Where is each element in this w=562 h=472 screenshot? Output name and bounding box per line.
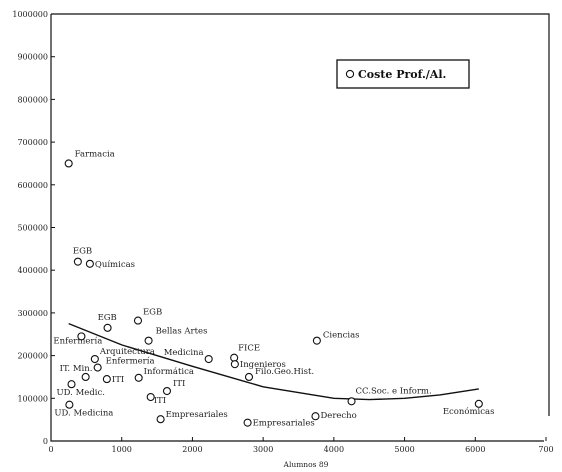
point-label: Enfermería: [53, 335, 102, 346]
y-tick-label: 1000000: [12, 10, 48, 19]
point-label: Bellas Artes: [156, 327, 208, 337]
data-point: [243, 418, 252, 427]
y-tick-label: 900000: [17, 53, 48, 62]
x-tick-label: 6000: [465, 445, 485, 454]
point-label: Derecho: [320, 411, 356, 421]
data-point: [156, 415, 165, 424]
x-tick-label: 3000: [253, 445, 273, 454]
x-tick-label: 0: [48, 445, 53, 454]
point-label: Empresariales: [253, 419, 315, 429]
trend-layer: [68, 322, 479, 401]
point-label: CC.Soc. e Inform.: [356, 386, 432, 396]
data-point: [144, 336, 153, 345]
data-point: [474, 399, 483, 408]
data-point: [73, 257, 82, 266]
point-label: UD. Medic.: [57, 388, 105, 398]
point-label: Ciencias: [323, 331, 360, 341]
point-label: ITI: [154, 396, 166, 406]
point-label: Enfermería: [106, 356, 155, 367]
point-label: ITI: [173, 379, 185, 389]
point-label: Informática: [144, 366, 194, 377]
x-tick-label: 5000: [394, 445, 414, 454]
x-tick-label: 1000: [112, 445, 132, 454]
point-label: Económicas: [443, 406, 495, 417]
legend-marker: [345, 69, 355, 79]
y-tick-label: 0: [43, 437, 48, 446]
y-tick-label: 300000: [17, 309, 48, 318]
data-point: [93, 363, 102, 372]
y-tick-label: 200000: [17, 352, 48, 361]
point-label: Medicina: [164, 348, 204, 358]
trend-line: [68, 322, 479, 401]
data-point: [85, 259, 94, 268]
x-tick-label: 2000: [182, 445, 202, 454]
point-label: EGB: [143, 308, 162, 318]
y-tick-label: 100000: [17, 394, 48, 403]
data-point: [162, 386, 172, 396]
point-label: Farmacia: [75, 149, 115, 159]
point-label: Químicas: [95, 259, 135, 270]
data-point: [67, 380, 76, 389]
data-point: [90, 354, 99, 364]
point-label: FICE: [238, 344, 260, 354]
data-point: [311, 412, 320, 421]
data-point: [230, 360, 239, 369]
data-point: [244, 372, 254, 382]
y-tick-label: 600000: [17, 181, 48, 190]
point-label: EGB: [98, 313, 117, 323]
point-label: IT. Min.: [60, 364, 93, 374]
point-label: Arquitectura: [99, 347, 155, 357]
point-label: Ingenieros: [240, 360, 286, 370]
point-label: UD. Medicina: [54, 409, 113, 419]
point-label: EGB: [73, 247, 92, 257]
x-tick-label: 4000: [324, 445, 344, 454]
tick-layer: 0 100000 200000 300000 400000 500000 600000 700…: [12, 10, 553, 454]
data-point: [146, 392, 155, 402]
x-tick-label: 700: [538, 445, 553, 454]
y-tick-label: 700000: [17, 138, 48, 147]
data-point: [204, 354, 213, 364]
data-point: [312, 336, 321, 345]
legend: Coste Prof./Al.: [336, 59, 470, 89]
y-tick-label: 800000: [17, 95, 48, 104]
legend-label: Coste Prof./Al.: [358, 68, 446, 81]
legend-box: [336, 59, 470, 89]
label-layer: FarmaciaEGBQuímicasEnfermeríaEGBEGBBella…: [53, 149, 494, 428]
x-axis-title: Alumnos 89: [283, 460, 329, 469]
data-point: [65, 400, 74, 409]
data-point: [134, 373, 143, 382]
data-point: [102, 375, 111, 384]
data-point: [77, 332, 86, 341]
point-label: Filo.Geo.Hist.: [255, 367, 314, 377]
data-point: [64, 159, 73, 168]
point-label: ITI: [112, 375, 124, 385]
data-point: [347, 397, 356, 406]
point-label: Empresariales: [166, 410, 228, 420]
y-tick-label: 500000: [17, 224, 48, 233]
data-point: [133, 316, 143, 325]
y-tick-label: 400000: [17, 266, 48, 275]
data-point: [103, 323, 112, 332]
point-layer: [64, 159, 483, 427]
data-point: [81, 372, 90, 382]
